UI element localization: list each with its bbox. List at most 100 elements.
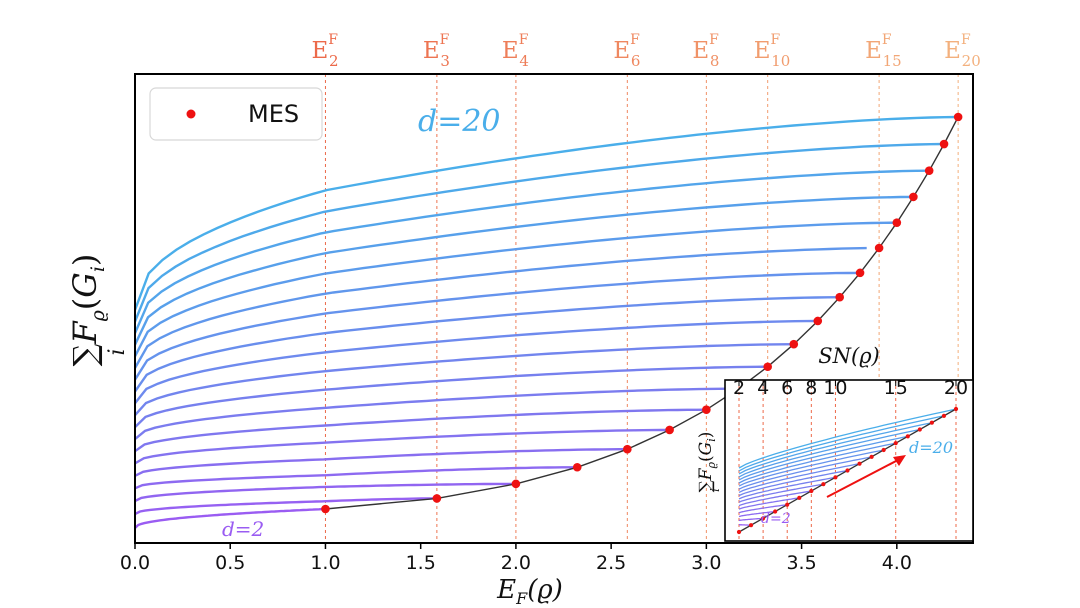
inset-top-tick-4: 4	[757, 377, 769, 399]
series-d3	[134, 497, 437, 516]
top-label-E10: EF 10	[754, 32, 791, 70]
x-tick-label-3.5: 3.5	[786, 552, 816, 574]
inset-mes-point-d9	[821, 482, 826, 487]
mes-point-d13	[835, 292, 844, 302]
x-tick-label-4.0: 4.0	[882, 552, 912, 574]
inset-top-tick-20: 20	[944, 377, 968, 399]
mes-point-d6	[623, 444, 632, 454]
mes-point-d5	[572, 462, 582, 472]
series-d11	[134, 343, 794, 417]
inset-mes-point-d18	[929, 420, 934, 425]
inset-top-tick-15: 15	[884, 377, 908, 399]
series-d14	[133, 271, 861, 381]
mes-point-d14	[855, 268, 865, 278]
mes-point-d11	[789, 339, 799, 349]
legend: MES	[149, 87, 323, 141]
inset-mes-point-d6	[785, 502, 790, 507]
inset-mes-point-d3	[748, 523, 754, 528]
mes-point-d3	[432, 494, 442, 503]
inset-ylabel: ∑Fϱ(Gi)	[696, 432, 718, 493]
legend-label-mes: MES	[248, 100, 299, 128]
inset-mes-points	[736, 406, 959, 535]
annotation-d20: d=20	[418, 104, 501, 139]
inset-series-d16	[738, 435, 908, 481]
inset-mes-point-d2	[736, 529, 742, 535]
x-tick-label-3.0: 3.0	[691, 552, 721, 574]
inset-mes-point-d8	[809, 488, 814, 494]
mes-point-d18	[924, 166, 934, 175]
series-d8	[134, 408, 707, 453]
inset-series-d18	[738, 422, 933, 475]
inset-top-tick-2: 2	[733, 377, 745, 399]
x-tick-label-0.5: 0.5	[215, 552, 245, 574]
inset-mes-point-d19	[941, 413, 947, 418]
inset-top-tick-8: 8	[805, 377, 817, 399]
inset-mes-point-d13	[869, 454, 874, 459]
inset-mes-point-d20	[953, 406, 959, 412]
series-d15	[133, 246, 867, 369]
mes-point-d19	[939, 139, 949, 149]
inset-series-d15	[738, 442, 896, 484]
top-label-E15: EF 15	[865, 32, 902, 70]
annotation-d2: d=2	[222, 517, 264, 541]
top-axis-labels: EF 2 EF 3 EF 4 EF 6 EF 8 EF 10 EF 15 EF 20	[311, 32, 980, 70]
inset-series-d14	[738, 449, 884, 487]
inset-annotation-d20: d=20	[909, 438, 953, 457]
mes-point-d12	[813, 316, 823, 326]
top-label-E3: EF 3	[423, 32, 450, 70]
inset-series-d6	[738, 504, 788, 514]
inset-mes-point-d14	[881, 447, 886, 453]
plot-frame	[134, 73, 974, 544]
inset-chart: 2 4 6 8 10 15 20 SN(ϱ) ∑Fϱ(Gi) i d=20 d=2	[696, 344, 974, 542]
series-d13	[134, 296, 840, 393]
series-d16	[133, 221, 897, 357]
inset-series-d19	[738, 415, 945, 472]
inset-series-d11	[738, 469, 848, 497]
inset-arrow-head	[893, 455, 906, 466]
top-label-E20: EF 20	[944, 32, 981, 70]
y-axis-label-sub-i: i	[105, 348, 130, 355]
x-tick-label-0.0: 0.0	[120, 552, 150, 574]
x-tick-label-2.5: 2.5	[596, 552, 626, 574]
mes-point-d2	[321, 504, 330, 514]
inset-series-d5	[738, 510, 776, 518]
y-axis-label: ∑Fϱ(Gi)	[66, 254, 109, 367]
mes-point-d15	[874, 243, 884, 253]
inset-arrow-line	[826, 459, 899, 498]
x-tick-label-1.0: 1.0	[310, 552, 340, 574]
inset-ylabel-sub-i: i	[708, 488, 722, 492]
inset-series-d9	[738, 483, 824, 503]
series-d17	[133, 195, 914, 346]
inset-mes-point-d7	[797, 495, 802, 500]
inset-series-d12	[738, 463, 860, 493]
inset-title: SN(ϱ)	[818, 344, 880, 368]
inset-mes-point-d15	[893, 441, 898, 446]
legend-marker	[186, 109, 196, 119]
series-d10	[134, 365, 768, 428]
inset-series-d7	[738, 497, 800, 510]
inset-series-d4	[738, 517, 764, 522]
inset-top-tick-6: 6	[781, 377, 793, 399]
inset-annotation-d2: d=2	[761, 511, 791, 527]
inset-mes-point-d4	[761, 516, 766, 521]
mes-point-d10	[763, 362, 772, 372]
inset-series-d13	[738, 456, 872, 490]
inset-top-ticks: 2 4 6 8 10 15 20	[733, 377, 968, 399]
series-d20	[133, 115, 959, 311]
inset-series-d8	[738, 490, 812, 507]
mes-point-d16	[892, 218, 902, 227]
top-label-E6: EF 6	[613, 32, 640, 70]
mes-point-d4	[511, 479, 521, 489]
mes-point-d7	[665, 425, 674, 435]
mes-point-d8	[702, 405, 711, 415]
inset-mes-point-d10	[833, 475, 838, 480]
mes-point-d17	[909, 192, 918, 202]
inset-curves	[738, 408, 957, 532]
top-label-E8: EF 8	[692, 32, 719, 70]
inset-series-d20	[738, 408, 957, 469]
series-d2	[134, 507, 326, 529]
inset-mes-point-d12	[857, 461, 862, 466]
series-d4	[134, 482, 516, 503]
inset-top-tick-10: 10	[823, 377, 847, 399]
